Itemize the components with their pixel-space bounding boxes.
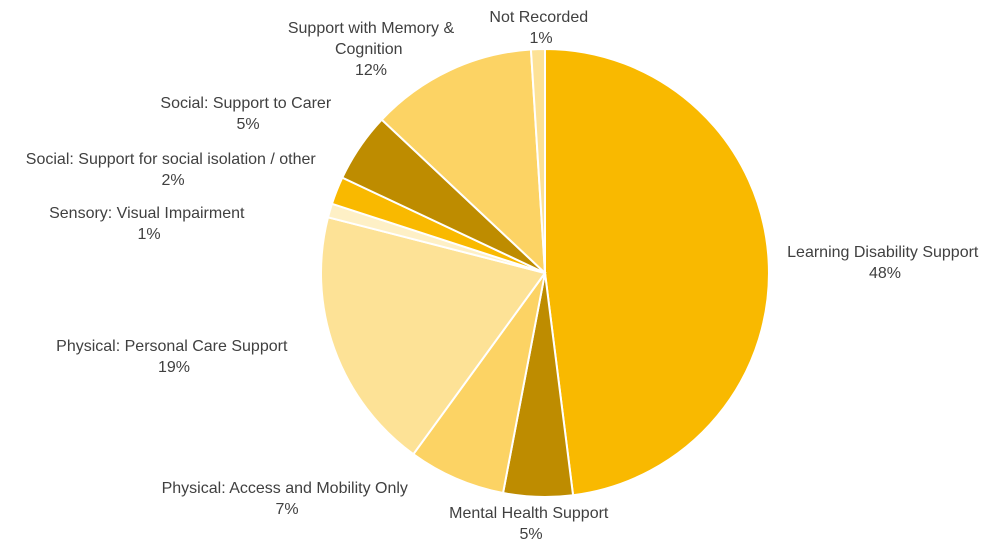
slice-label-not-recorded-pct: 1% bbox=[529, 30, 552, 47]
slice-label-mental-health-pct: 5% bbox=[519, 526, 542, 542]
slice-label-social-isolation: Social: Support for social isolation / o… bbox=[26, 151, 320, 189]
slice-label-memory-cognition: Support with Memory & Cognition 12% bbox=[288, 20, 455, 79]
pie-slice-8 bbox=[529, 47, 546, 274]
slice-label-personal-care: Physical: Personal Care Support 19% bbox=[56, 338, 292, 376]
slice-label-learning-disability-pct: 48% bbox=[869, 265, 901, 282]
pie-slices bbox=[320, 47, 770, 498]
slice-label-social-isolation-name: Social: Support for social isolation / o… bbox=[26, 151, 317, 168]
slice-label-visual-impairment-name: Sensory: Visual Impairment bbox=[49, 205, 245, 222]
slice-label-mental-health: Mental Health Support 5% bbox=[449, 505, 613, 542]
slice-label-mental-health-name: Mental Health Support bbox=[449, 505, 609, 522]
pie-slice-0 bbox=[544, 47, 770, 497]
slice-label-not-recorded-name: Not Recorded bbox=[489, 9, 588, 26]
slice-label-memory-cognition-pct: 12% bbox=[355, 62, 387, 79]
slice-label-memory-cognition-name: Support with Memory & bbox=[288, 20, 455, 37]
slice-label-social-isolation-pct: 2% bbox=[161, 172, 184, 189]
slice-label-access-mobility: Physical: Access and Mobility Only 7% bbox=[162, 480, 413, 518]
pie-labels: Learning Disability Support 48% Mental H… bbox=[26, 9, 983, 542]
slice-label-not-recorded: Not Recorded 1% bbox=[489, 9, 592, 47]
pie-slice-3 bbox=[320, 216, 547, 456]
slice-label-support-carer-name: Social: Support to Carer bbox=[160, 95, 331, 112]
slice-label-learning-disability-name: Learning Disability Support bbox=[787, 244, 979, 261]
slice-label-access-mobility-name: Physical: Access and Mobility Only bbox=[162, 480, 408, 497]
slice-label-visual-impairment-pct: 1% bbox=[137, 226, 160, 243]
slice-label-visual-impairment: Sensory: Visual Impairment 1% bbox=[49, 205, 249, 243]
slice-label-support-carer-pct: 5% bbox=[236, 116, 259, 133]
pie-slice-7 bbox=[380, 48, 547, 276]
slice-label-personal-care-name: Physical: Personal Care Support bbox=[56, 338, 288, 355]
slice-label-personal-care-pct: 19% bbox=[158, 359, 190, 376]
slice-label-memory-cognition-name-line2: Cognition bbox=[335, 41, 403, 58]
slice-label-learning-disability: Learning Disability Support 48% bbox=[787, 244, 983, 282]
slice-label-access-mobility-pct: 7% bbox=[275, 501, 298, 518]
slice-label-support-carer: Social: Support to Carer 5% bbox=[160, 95, 335, 133]
